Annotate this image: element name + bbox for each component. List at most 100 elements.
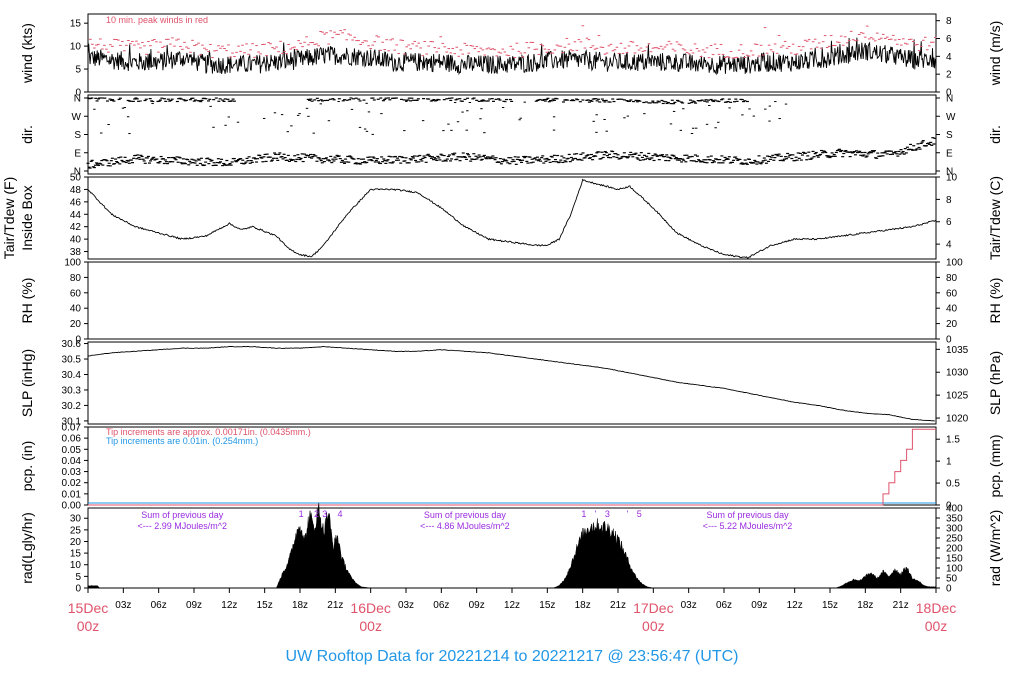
xtick-label: 12z bbox=[221, 600, 237, 611]
ytick-label-right-wind: 4 bbox=[946, 52, 952, 63]
xtick-label: 06z bbox=[716, 600, 732, 611]
day-label-hour: 00z bbox=[359, 618, 382, 634]
ytick-label-left-wind: 10 bbox=[70, 42, 82, 53]
ytick-label-left-wind: 0 bbox=[75, 88, 81, 99]
ytick-label-left-wind: 15 bbox=[70, 19, 82, 30]
ytick-label-right-rad: 200 bbox=[946, 544, 963, 555]
ytick-label-left-temp: 42 bbox=[70, 222, 82, 233]
ytick-label-right-rad: 400 bbox=[946, 504, 963, 515]
ytick-label-right-wind: 8 bbox=[946, 16, 952, 27]
ytick-label-left-rad: 5 bbox=[75, 572, 81, 583]
ytick-label-right-rh: 80 bbox=[946, 273, 958, 284]
xtick-label: 21z bbox=[893, 600, 909, 611]
rad-hour-mark: ' bbox=[627, 509, 629, 519]
xtick-label: 18z bbox=[575, 600, 591, 611]
ylabel-left-dir: dir. bbox=[19, 125, 35, 144]
rad-hour-mark: 4 bbox=[338, 509, 343, 519]
ytick-label-left-slp: 30.5 bbox=[62, 355, 82, 366]
ylabel-right-dir: dir. bbox=[987, 125, 1003, 144]
rad-hour-mark: 1 bbox=[581, 509, 586, 519]
ytick-label-right-temp: 10 bbox=[946, 173, 958, 184]
ytick-label-right-rad: 350 bbox=[946, 514, 963, 525]
ytick-label-left-rh: 80 bbox=[70, 273, 82, 284]
panel-frame-temp bbox=[87, 176, 937, 260]
ylabel-right-pcp: pcp. (mm) bbox=[987, 435, 1003, 498]
ytick-label-left-pcp: 0.06 bbox=[62, 434, 82, 445]
ytick-label-left-slp: 30.1 bbox=[62, 416, 82, 427]
rad-hour-mark: 5 bbox=[637, 509, 642, 519]
ytick-label-right-rh: 100 bbox=[946, 258, 963, 269]
ytick-label-left-rh: 0 bbox=[75, 335, 81, 346]
ytick-label-left-rad: 25 bbox=[70, 525, 82, 536]
ytick-label-left-rh: 100 bbox=[64, 258, 81, 269]
ytick-label-left-temp: 38 bbox=[70, 247, 82, 258]
rad-sum-annotation-value: <--- 5.22 MJoules/m^2 bbox=[703, 521, 793, 531]
ytick-label-right-slp: 1035 bbox=[946, 345, 969, 356]
ytick-label-right-pcp: 0.5 bbox=[946, 479, 960, 490]
ytick-label-left-slp: 30.6 bbox=[62, 339, 82, 350]
xtick-label: 12z bbox=[787, 600, 803, 611]
day-label-hour: 00z bbox=[642, 618, 665, 634]
ytick-label-right-wind: 0 bbox=[946, 88, 952, 99]
ytick-label-left-wind: 5 bbox=[75, 65, 81, 76]
xtick-label: 03z bbox=[398, 600, 414, 611]
ytick-label-left-pcp: 0.03 bbox=[62, 467, 82, 478]
ytick-label-left-slp: 30.2 bbox=[62, 401, 82, 412]
xtick-label: 06z bbox=[433, 600, 449, 611]
temperature-line bbox=[87, 178, 937, 260]
day-label-hour: 00z bbox=[925, 618, 948, 634]
ytick-label-left-rad: 15 bbox=[70, 549, 82, 560]
rad-sum-annotation-title: Sum of previous day bbox=[707, 510, 790, 520]
ytick-label-left-temp: 50 bbox=[70, 173, 82, 184]
rad-hour-mark: 3 bbox=[322, 509, 327, 519]
footer-title: UW Rooftop Data for 20221214 to 20221217… bbox=[285, 648, 739, 665]
ytick-label-left-rad: 10 bbox=[70, 560, 82, 571]
ytick-label-left-pcp: 0.04 bbox=[62, 456, 82, 467]
rad-hour-mark: 3 bbox=[605, 509, 610, 519]
day-label-hour: 00z bbox=[77, 618, 100, 634]
ytick-label-right-dir: N bbox=[946, 167, 953, 178]
ytick-label-left-temp: 44 bbox=[70, 210, 82, 221]
ytick-label-left-pcp: 0.05 bbox=[62, 445, 82, 456]
xtick-label: 18z bbox=[292, 600, 308, 611]
ytick-label-right-temp: 8 bbox=[946, 195, 952, 206]
ytick-label-right-dir: N bbox=[946, 94, 953, 105]
ytick-label-right-dir: E bbox=[946, 148, 953, 159]
panel-frame-wind bbox=[87, 13, 937, 93]
ytick-label-left-rad: 30 bbox=[70, 514, 82, 525]
ytick-label-right-wind: 6 bbox=[946, 34, 952, 45]
day-label-date: 15Dec bbox=[68, 600, 108, 616]
ytick-label-left-rh: 60 bbox=[70, 288, 82, 299]
ytick-label-left-rh: 20 bbox=[70, 319, 82, 330]
ytick-label-left-temp: 40 bbox=[70, 235, 82, 246]
ytick-label-left-dir: S bbox=[74, 130, 81, 141]
xtick-label: 15z bbox=[257, 600, 273, 611]
rad-hour-mark: 2 bbox=[314, 509, 319, 519]
ytick-label-right-rh: 20 bbox=[946, 319, 958, 330]
rad-sum-annotation-title: Sum of previous day bbox=[141, 510, 224, 520]
rad-sum-annotation-value: <--- 4.86 MJoules/m^2 bbox=[420, 521, 510, 531]
ytick-label-right-pcp: 1 bbox=[946, 457, 952, 468]
ytick-label-right-rad: 250 bbox=[946, 534, 963, 545]
ytick-label-left-temp: 46 bbox=[70, 197, 82, 208]
ytick-label-left-rad: 20 bbox=[70, 537, 82, 548]
ytick-label-left-dir: N bbox=[74, 167, 81, 178]
xtick-label: 21z bbox=[327, 600, 343, 611]
ytick-label-left-rh: 40 bbox=[70, 304, 82, 315]
wind-speed-line bbox=[87, 37, 936, 76]
ytick-label-right-pcp: 1.5 bbox=[946, 435, 960, 446]
ylabel-right-rad: rad (W/m^2) bbox=[987, 510, 1003, 587]
ytick-label-right-rad: 150 bbox=[946, 554, 963, 565]
xtick-label: 18z bbox=[857, 600, 873, 611]
ytick-label-left-rad: 0 bbox=[75, 584, 81, 595]
rad-hour-mark: ' bbox=[595, 509, 597, 519]
ytick-label-right-slp: 1025 bbox=[946, 391, 969, 402]
rad-hour-mark: 1 bbox=[299, 509, 304, 519]
ytick-label-left-dir: E bbox=[74, 148, 81, 159]
day-label-date: 16Dec bbox=[350, 600, 390, 616]
ytick-label-right-wind: 2 bbox=[946, 70, 952, 81]
rain-accumulation-line bbox=[88, 428, 936, 506]
rad-sum-annotation-title: Sum of previous day bbox=[424, 510, 507, 520]
